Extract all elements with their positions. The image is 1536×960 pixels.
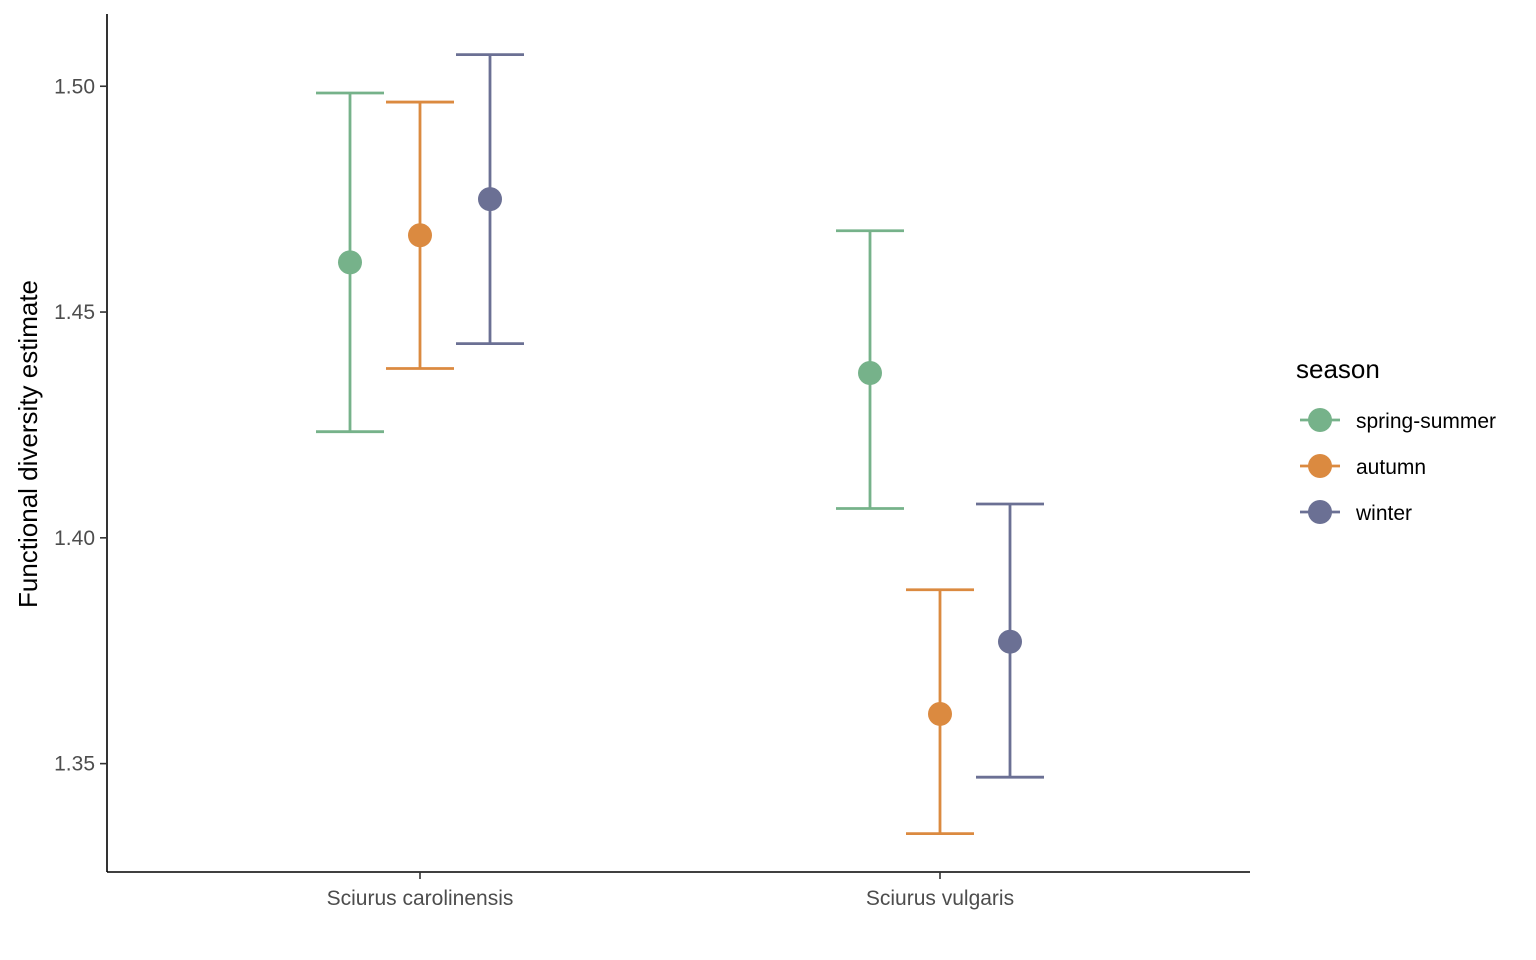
legend-label: autumn bbox=[1356, 456, 1426, 479]
y-tick-label: 1.40 bbox=[54, 527, 95, 550]
y-axis-title: Functional diversity estimate bbox=[13, 280, 43, 608]
x-axis-ticks: Sciurus carolinensis Sciurus vulgaris bbox=[327, 872, 1014, 910]
legend-item: winter bbox=[1300, 500, 1412, 525]
legend-items: spring-summer autumn winter bbox=[1300, 408, 1496, 525]
series-autumn bbox=[386, 100, 974, 836]
legend-title: season bbox=[1296, 354, 1380, 384]
series-spring-summer bbox=[316, 91, 904, 510]
data-point bbox=[338, 250, 362, 275]
x-tick-label: Sciurus carolinensis bbox=[327, 887, 514, 910]
legend-label: winter bbox=[1355, 502, 1412, 525]
data-point bbox=[928, 701, 952, 726]
legend-key-point bbox=[1308, 500, 1332, 524]
legend-item: spring-summer bbox=[1300, 408, 1496, 433]
y-tick-label: 1.50 bbox=[54, 75, 95, 98]
y-axis-ticks: 1.35 1.40 1.45 1.50 bbox=[54, 75, 107, 776]
x-tick-label: Sciurus vulgaris bbox=[866, 887, 1014, 910]
legend-item: autumn bbox=[1300, 454, 1426, 479]
data-point bbox=[408, 223, 432, 248]
y-tick-label: 1.35 bbox=[54, 753, 95, 776]
legend: season spring-summer autumn winter bbox=[1296, 354, 1496, 525]
plot-area bbox=[316, 53, 1044, 836]
y-tick-label: 1.45 bbox=[54, 301, 95, 324]
data-point bbox=[478, 187, 502, 212]
legend-key-point bbox=[1308, 454, 1332, 478]
legend-key-point bbox=[1308, 408, 1332, 432]
legend-label: spring-summer bbox=[1356, 410, 1496, 433]
series-winter bbox=[456, 53, 1044, 779]
data-point bbox=[858, 361, 882, 386]
data-point bbox=[998, 629, 1022, 654]
